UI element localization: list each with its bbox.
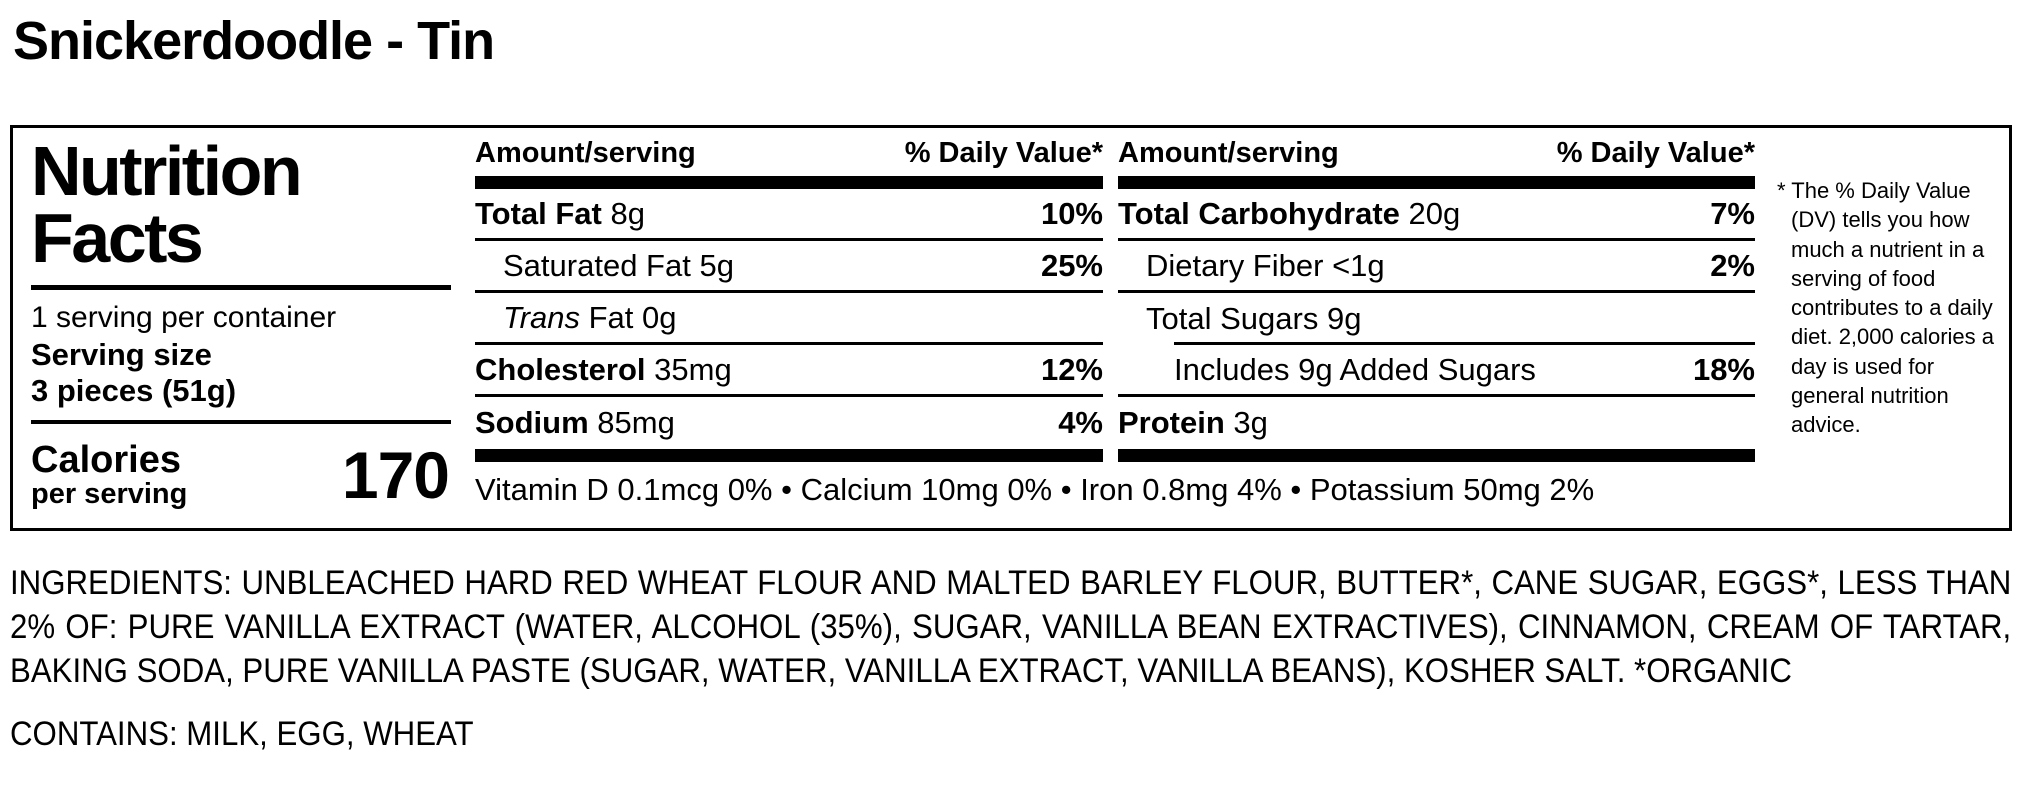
nutrient-label: Sodium 85mg: [475, 405, 675, 440]
nutrient-row-protein: Protein 3g: [1118, 397, 1755, 449]
calories-label-group: Calories per serving: [31, 441, 187, 509]
column-header: Amount/serving % Daily Value*: [1118, 136, 1755, 176]
daily-value: 12%: [1040, 351, 1103, 387]
calories-row: Calories per serving 170: [31, 432, 451, 518]
nutrient-column-1: Amount/serving % Daily Value* Total Fat …: [475, 136, 1103, 462]
thick-divider: [1118, 449, 1755, 462]
nutrient-row-dietary-fiber: Dietary Fiber <1g 2%: [1118, 241, 1755, 293]
calories-value: 170: [341, 437, 450, 512]
amount-per-serving-header: Amount/serving: [475, 137, 696, 169]
thick-divider: [1118, 176, 1755, 189]
daily-value: 4%: [1058, 405, 1103, 440]
nutrient-row-trans-fat: Trans Fat 0g: [475, 293, 1103, 345]
nutrient-row-added-sugars: Includes 9g Added Sugars 18%: [1118, 345, 1755, 397]
nutrient-columns-area: Amount/serving % Daily Value* Total Fat …: [475, 128, 1755, 528]
daily-value: 10%: [1040, 195, 1103, 231]
daily-value: 7%: [1710, 195, 1755, 231]
column-header: Amount/serving % Daily Value*: [475, 136, 1103, 176]
calories-label: Calories: [31, 438, 181, 481]
nutrient-row-sodium: Sodium 85mg 4%: [475, 397, 1103, 449]
nutrient-label: Includes 9g Added Sugars: [1174, 351, 1536, 387]
allergens-text: CONTAINS: MILK, EGG, WHEAT: [10, 714, 474, 753]
thick-divider: [475, 176, 1103, 189]
daily-value: 18%: [1692, 351, 1755, 387]
nutrient-columns-row: Amount/serving % Daily Value* Total Fat …: [475, 136, 1755, 462]
divider: [31, 419, 451, 424]
nutrient-label: Cholesterol 35mg: [475, 351, 732, 387]
nutrient-row-cholesterol: Cholesterol 35mg 12%: [475, 345, 1103, 397]
nutrient-label: Total Carbohydrate 20g: [1118, 195, 1461, 231]
serving-size-label: Serving size: [31, 336, 212, 372]
nutrient-row-saturated-fat: Saturated Fat 5g 25%: [475, 241, 1103, 293]
nutrient-label: Protein 3g: [1118, 405, 1268, 440]
page-title: Snickerdoodle - Tin: [13, 11, 495, 71]
nutrient-row-total-sugars: Total Sugars 9g: [1118, 293, 1755, 345]
thick-divider: [475, 449, 1103, 462]
calories-sublabel: per serving: [31, 477, 188, 510]
nutrient-label: Total Fat 8g: [475, 195, 645, 231]
footnote-text: * The % Daily Value (DV) tells you how m…: [1777, 178, 1995, 437]
daily-value-header: % Daily Value*: [904, 137, 1103, 169]
nutrient-label: Total Sugars 9g: [1146, 301, 1362, 336]
vitamins-minerals-line: Vitamin D 0.1mcg 0% • Calcium 10mg 0% • …: [475, 472, 1595, 507]
label-identity-panel: Nutrition Facts 1 serving per container …: [13, 128, 451, 528]
daily-value-footnote: * The % Daily Value (DV) tells you how m…: [1755, 128, 2009, 528]
nutrient-label: Trans Fat 0g: [503, 299, 677, 335]
nutrient-column-2: Amount/serving % Daily Value* Total Carb…: [1118, 136, 1755, 462]
nutrition-facts-heading: Nutrition Facts: [31, 132, 303, 277]
nutrient-row-total-fat: Total Fat 8g 10%: [475, 189, 1103, 241]
servings-per-container: 1 serving per container: [31, 301, 337, 334]
daily-value: 2%: [1710, 247, 1755, 283]
divider: [31, 285, 451, 290]
ingredients-text: INGREDIENTS: UNBLEACHED HARD RED WHEAT F…: [10, 564, 2012, 691]
nutrient-label: Saturated Fat 5g: [503, 247, 734, 283]
nutrition-facts-label: Nutrition Facts 1 serving per container …: [10, 125, 2012, 531]
daily-value-header: % Daily Value*: [1556, 137, 1755, 169]
nutrient-label: Dietary Fiber <1g: [1146, 247, 1385, 283]
nutrient-row-total-carbohydrate: Total Carbohydrate 20g 7%: [1118, 189, 1755, 241]
amount-per-serving-header: Amount/serving: [1118, 137, 1339, 169]
serving-size-value: 3 pieces (51g): [31, 373, 237, 409]
daily-value: 25%: [1040, 247, 1103, 283]
